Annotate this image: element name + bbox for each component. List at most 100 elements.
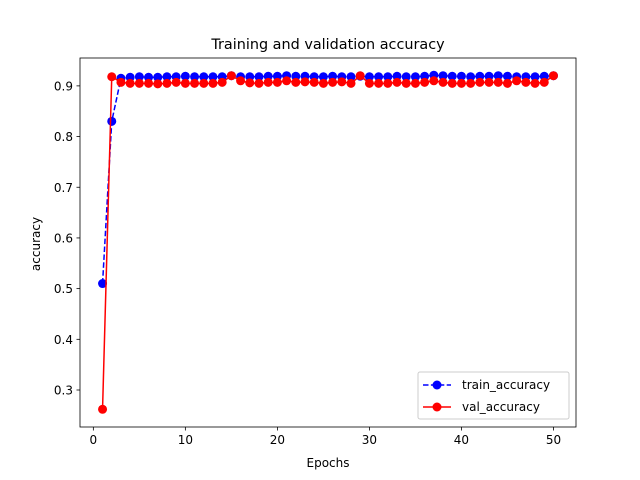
val-accuracy-point (401, 78, 411, 88)
val-accuracy-point (364, 78, 374, 88)
train-accuracy-point (502, 71, 512, 81)
x-tick-label: 40 (454, 433, 469, 447)
val-accuracy-point (226, 71, 236, 81)
val-accuracy-point (420, 77, 430, 87)
train-accuracy-point (466, 72, 476, 82)
train-accuracy-point (208, 72, 218, 82)
train-accuracy-point (438, 71, 448, 81)
val-accuracy-point (190, 78, 200, 88)
train-accuracy-point (98, 279, 108, 289)
train-accuracy-point (190, 72, 200, 82)
train-accuracy-point (254, 72, 264, 82)
train-accuracy-point (401, 72, 411, 82)
train-accuracy-point (493, 71, 503, 81)
val-accuracy-point (125, 78, 135, 88)
val-accuracy-point (291, 77, 301, 87)
train-accuracy-point (162, 72, 172, 82)
val-accuracy-point (254, 78, 264, 88)
val-accuracy-point (502, 78, 512, 88)
val-accuracy-point (466, 78, 476, 88)
val-accuracy-point (447, 78, 457, 88)
train-accuracy-point (530, 72, 540, 82)
y-tick-label: 0.8 (54, 130, 73, 144)
x-tick-label: 20 (270, 433, 285, 447)
x-axis-ticks: 0 10 20 30 40 50 (90, 427, 561, 447)
legend-val-label: val_accuracy (462, 400, 540, 414)
val-accuracy-point (512, 76, 522, 86)
legend: train_accuracy val_accuracy (417, 371, 570, 420)
train-accuracy-point (456, 71, 466, 81)
x-tick-label: 50 (546, 433, 561, 447)
val-accuracy-point (429, 76, 439, 86)
val-accuracy-point (484, 77, 494, 87)
axes-frame (79, 57, 577, 428)
train-accuracy-point (410, 72, 420, 82)
val-accuracy-point (475, 77, 485, 87)
train-accuracy-point (374, 72, 384, 82)
val-accuracy-point (493, 77, 503, 87)
x-tick-label: 10 (178, 433, 193, 447)
val-accuracy-point (438, 77, 448, 87)
val-accuracy-point (539, 77, 549, 87)
val-accuracy-point (199, 78, 209, 88)
train-accuracy-point (134, 72, 144, 82)
train-accuracy-point (199, 72, 209, 82)
train-accuracy-point (180, 71, 190, 81)
train-accuracy-point (383, 72, 393, 82)
y-axis-label: accuracy (29, 217, 43, 271)
plot-series (98, 70, 558, 414)
val-accuracy-point (263, 77, 273, 87)
val-accuracy-point (374, 78, 384, 88)
val-accuracy-point (116, 77, 126, 87)
val-accuracy-point (217, 77, 227, 87)
chart-title: Training and validation accuracy (210, 37, 445, 53)
val-accuracy-point (410, 78, 420, 88)
val-accuracy-point (236, 76, 246, 86)
val-accuracy-point (548, 71, 558, 81)
val-accuracy-point (272, 77, 282, 87)
val-accuracy-point (328, 77, 338, 87)
val-accuracy-point (98, 404, 108, 414)
legend-val-marker (432, 402, 442, 412)
y-tick-label: 0.5 (54, 282, 73, 296)
y-tick-label: 0.7 (54, 181, 73, 195)
legend-train-label: train_accuracy (462, 378, 550, 392)
y-tick-label: 0.3 (54, 383, 73, 397)
x-axis-label: Epochs (307, 456, 350, 470)
val-accuracy-point (208, 78, 218, 88)
train-accuracy-point (364, 72, 374, 82)
val-accuracy-point (144, 78, 154, 88)
y-tick-label: 0.6 (54, 231, 73, 245)
train-accuracy-point (107, 116, 117, 126)
val-accuracy-point (162, 78, 172, 88)
y-axis-ticks: 0.3 0.4 0.5 0.6 0.7 0.8 0.9 (54, 79, 80, 397)
val-accuracy-point (134, 78, 144, 88)
val-accuracy-point (107, 72, 117, 82)
val-accuracy-point (300, 77, 310, 87)
y-tick-label: 0.4 (54, 333, 73, 347)
train-accuracy-point (346, 72, 356, 82)
val-accuracy-point (337, 77, 347, 87)
val-accuracy-point (309, 77, 319, 87)
train-accuracy-point (318, 72, 328, 82)
y-tick-label: 0.9 (54, 79, 73, 93)
val-accuracy-point (346, 78, 356, 88)
val-accuracy-point (171, 77, 181, 87)
val-accuracy-point (521, 77, 531, 87)
x-tick-label: 0 (90, 433, 98, 447)
val-accuracy-point (530, 78, 540, 88)
val-accuracy-point (383, 78, 393, 88)
train-accuracy-point (153, 72, 163, 82)
val-accuracy-point (392, 77, 402, 87)
val-accuracy-point (153, 79, 163, 89)
val-accuracy-point (282, 76, 292, 86)
val-accuracy-point (456, 78, 466, 88)
val-accuracy-point (355, 71, 365, 81)
legend-train-marker (432, 380, 442, 390)
val-accuracy-point (245, 78, 255, 88)
legend-box (417, 371, 570, 420)
train-accuracy-point (447, 71, 457, 81)
val-accuracy-point (318, 78, 328, 88)
val-accuracy-point (180, 78, 190, 88)
